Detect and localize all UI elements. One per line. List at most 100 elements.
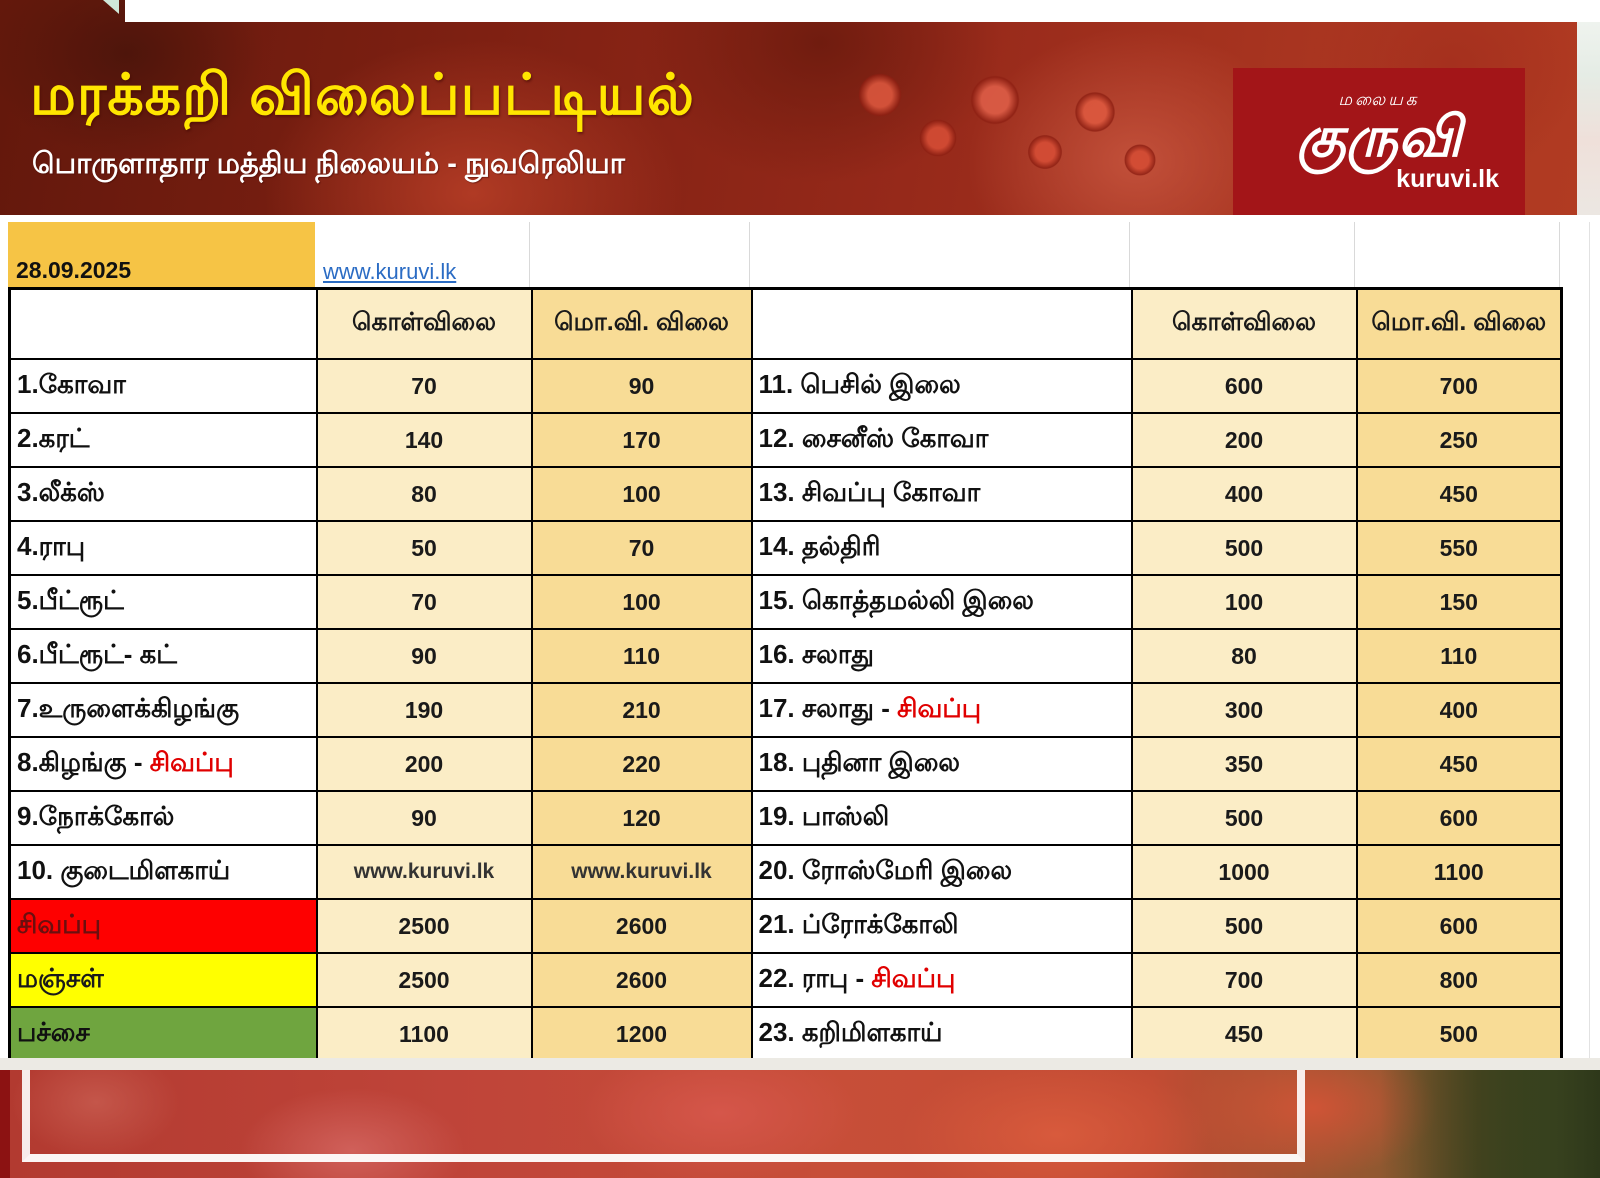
item-label: 23. கறிமிளகாய் xyxy=(758,1017,943,1047)
buy-price-cell: 500 xyxy=(1130,898,1358,954)
wholesale-price-cell: 90 xyxy=(530,358,753,414)
table-row: 4.ராபு 50 70 14. தல்திரி 500 550 xyxy=(8,520,1563,576)
item-name-cell: 13. சிவப்பு கோவா xyxy=(750,466,1133,522)
item-label: 7.உருளைக்கிழங்கு xyxy=(17,693,240,723)
buy-price-cell: 2500 xyxy=(315,952,533,1008)
date-cell: 28.09.2025 xyxy=(8,222,315,287)
buy-price-cell: 50 xyxy=(315,520,533,576)
header-photo-banner: மரக்கறி விலைப்பட்டியல் பொருளாதார மத்திய … xyxy=(0,0,1577,215)
price-table: கொள்விலை மொ.வி. விலை கொள்விலை மொ.வி. வில… xyxy=(8,287,1563,1063)
item-label: 14. தல்திரி xyxy=(758,531,881,561)
wholesale-price-cell: 110 xyxy=(1355,628,1563,684)
table-row: 10. குடைமிளகாய் www.kuruvi.lk www.kuruvi… xyxy=(8,844,1563,900)
wholesale-price-cell: 120 xyxy=(530,790,753,846)
item-name-cell: 19. பாஸ்லி xyxy=(750,790,1133,846)
color-key-cell-red: சிவப்பு xyxy=(8,898,318,954)
item-label: 18. புதினா இலை xyxy=(758,747,961,777)
wholesale-price-cell: 550 xyxy=(1355,520,1563,576)
wholesale-price-cell: 450 xyxy=(1355,736,1563,792)
wholesale-price-header: மொ.வி. விலை xyxy=(1355,287,1563,360)
buy-price-cell: 80 xyxy=(315,466,533,522)
buy-price-cell: 300 xyxy=(1130,682,1358,738)
table-row: 2.கரட் 140 170 12. சைனீஸ் கோவா 200 250 xyxy=(8,412,1563,468)
buy-price-cell: 200 xyxy=(1130,412,1358,468)
item-label: 17. சலாது - xyxy=(758,693,898,723)
color-key-cell-yellow: மஞ்சள் xyxy=(8,952,318,1008)
item-label-red: சிவப்பு xyxy=(897,693,982,723)
item-label: 15. கொத்தமல்லி இலை xyxy=(758,585,1034,615)
buy-price-cell: 700 xyxy=(1130,952,1358,1008)
wholesale-price-cell: 700 xyxy=(1355,358,1563,414)
item-label: 9.நோக்கோல் xyxy=(17,801,175,831)
wholesale-price-cell: 210 xyxy=(530,682,753,738)
buy-price-cell: 1000 xyxy=(1130,844,1358,900)
wholesale-price-cell: 170 xyxy=(530,412,753,468)
item-label: 16. சலாது xyxy=(758,639,874,669)
item-label: 3.லீக்ஸ் xyxy=(17,477,105,507)
item-name-cell: 23. கறிமிளகாய் xyxy=(750,1006,1133,1063)
item-label: 6.பீட்ரூட்- கட் xyxy=(17,639,177,669)
empty-cell xyxy=(530,222,750,287)
empty-cell xyxy=(1130,222,1355,287)
logo-site-text: kuruvi.lk xyxy=(1396,164,1499,193)
page-title: மரக்கறி விலைப்பட்டியல் xyxy=(30,63,695,127)
wholesale-price-cell: 2600 xyxy=(530,898,753,954)
wholesale-price-cell: 500 xyxy=(1355,1006,1563,1063)
table-row: சிவப்பு 2500 2600 21. ப்ரோக்கோலி 500 600 xyxy=(8,898,1563,954)
logo-calligraphy-text: குருவி xyxy=(1296,105,1462,169)
item-name-cell: 18. புதினா இலை xyxy=(750,736,1133,792)
item-label-red: சிவப்பு xyxy=(871,963,956,993)
item-name-cell: 1.கோவா xyxy=(8,358,318,414)
footer-gap xyxy=(0,1058,1600,1070)
page-right-guideline xyxy=(1589,222,1590,1058)
footer-left-red-bar xyxy=(0,1070,10,1178)
table-row: 8.கிழங்கு - சிவப்பு 200 220 18. புதினா இ… xyxy=(8,736,1563,792)
buy-price-cell: 400 xyxy=(1130,466,1358,522)
item-label: 12. சைனீஸ் கோவா xyxy=(758,423,989,453)
wholesale-price-cell: 100 xyxy=(530,574,753,630)
color-key-cell-green: பச்சை xyxy=(8,1006,318,1063)
item-name-cell: 16. சலாது xyxy=(750,628,1133,684)
item-label: 5.பீட்ரூட் xyxy=(17,585,124,615)
buy-price-cell: 2500 xyxy=(315,898,533,954)
item-label: 4.ராபு xyxy=(17,531,86,561)
buy-price-cell: 500 xyxy=(1130,790,1358,846)
table-row: பச்சை 1100 1200 23. கறிமிளகாய் 450 500 xyxy=(8,1006,1563,1063)
wholesale-price-cell: 220 xyxy=(530,736,753,792)
header-right-edge xyxy=(1577,0,1600,215)
top-white-strip xyxy=(125,0,1600,22)
item-label: 2.கரட் xyxy=(17,423,90,453)
item-label: 19. பாஸ்லி xyxy=(758,801,890,831)
white-frame-decoration xyxy=(22,1070,1305,1162)
mint-triangle-decoration xyxy=(103,0,119,14)
wholesale-price-cell: 100 xyxy=(530,466,753,522)
buy-price-cell: 70 xyxy=(315,358,533,414)
buy-price-cell: 190 xyxy=(315,682,533,738)
table-row: 1.கோவா 70 90 11. பெசில் இலை 600 700 xyxy=(8,358,1563,414)
item-name-cell: 14. தல்திரி xyxy=(750,520,1133,576)
website-link[interactable]: www.kuruvi.lk xyxy=(323,259,457,284)
item-name-cell: 20. ரோஸ்மேரி இலை xyxy=(750,844,1133,900)
buy-price-cell: 1100 xyxy=(315,1006,533,1063)
table-row: 5.பீட்ரூட் 70 100 15. கொத்தமல்லி இலை 100… xyxy=(8,574,1563,630)
buy-price-cell: 450 xyxy=(1130,1006,1358,1063)
table-row: 9.நோக்கோல் 90 120 19. பாஸ்லி 500 600 xyxy=(8,790,1563,846)
buy-price-cell: 200 xyxy=(315,736,533,792)
item-label: 10. குடைமிளகாய் xyxy=(17,855,231,885)
item-name-cell: 10. குடைமிளகாய் xyxy=(8,844,318,900)
item-name-cell: 2.கரட் xyxy=(8,412,318,468)
item-name-cell: 15. கொத்தமல்லி இலை xyxy=(750,574,1133,630)
item-label: 1.கோவா xyxy=(17,369,126,399)
buy-price-cell: 100 xyxy=(1130,574,1358,630)
logo-top-text: மலையக xyxy=(1338,90,1420,110)
table-row: 6.பீட்ரூட்- கட் 90 110 16. சலாது 80 110 xyxy=(8,628,1563,684)
footer-photo-strip xyxy=(0,1058,1600,1178)
item-name-cell: 3.லீக்ஸ் xyxy=(8,466,318,522)
wholesale-price-cell: 150 xyxy=(1355,574,1563,630)
wholesale-price-cell: 800 xyxy=(1355,952,1563,1008)
kuruvi-logo: மலையக குருவி kuruvi.lk xyxy=(1233,68,1525,215)
item-label-red: சிவப்பு xyxy=(149,747,234,777)
wholesale-price-cell: 1200 xyxy=(530,1006,753,1063)
wholesale-price-cell: 600 xyxy=(1355,898,1563,954)
